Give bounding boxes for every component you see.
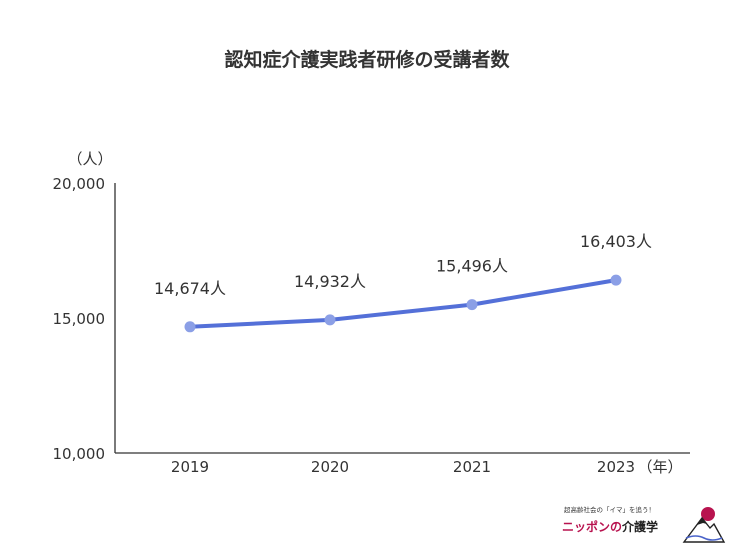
mountain-sun-icon xyxy=(682,507,726,543)
data-point xyxy=(610,274,622,286)
y-tick-label: 20,000 xyxy=(53,175,106,193)
data-label: 14,932人 xyxy=(294,272,366,291)
data-point xyxy=(184,321,196,333)
brand-logo: 超高齢社会の「イマ」を追う！ ニッポンの介護学 xyxy=(560,500,730,546)
logo-name: ニッポンの介護学 xyxy=(562,518,658,535)
series-line xyxy=(188,278,618,329)
x-tick-label: 2019 xyxy=(171,458,209,476)
y-tick-labels: 10,000 15,000 20,000 xyxy=(53,175,106,463)
y-axis-unit: （人） xyxy=(67,150,112,168)
data-label: 15,496人 xyxy=(436,257,508,276)
x-tick-label: 2023 xyxy=(597,458,635,476)
x-axis-unit: （年） xyxy=(637,458,682,476)
logo-name-part1: ニッポンの xyxy=(562,520,623,534)
x-tick-label: 2020 xyxy=(311,458,349,476)
logo-tagline: 超高齢社会の「イマ」を追う！ xyxy=(564,506,655,514)
y-tick-label: 15,000 xyxy=(53,310,106,328)
series-layer xyxy=(184,274,622,333)
x-tick-label: 2021 xyxy=(453,458,491,476)
data-labels: 14,674人 14,932人 15,496人 16,403人 xyxy=(154,232,652,298)
axes xyxy=(114,183,690,454)
chart-title: 認知症介護実践者研修の受講者数 xyxy=(224,48,510,71)
data-label: 14,674人 xyxy=(154,279,226,298)
y-tick-label: 10,000 xyxy=(53,445,106,463)
x-tick-labels: 2019 2020 2021 2023 xyxy=(171,458,635,476)
data-label: 16,403人 xyxy=(580,232,652,251)
logo-name-part2: 介護学 xyxy=(622,520,659,534)
data-point xyxy=(466,299,478,311)
data-point xyxy=(324,314,336,326)
